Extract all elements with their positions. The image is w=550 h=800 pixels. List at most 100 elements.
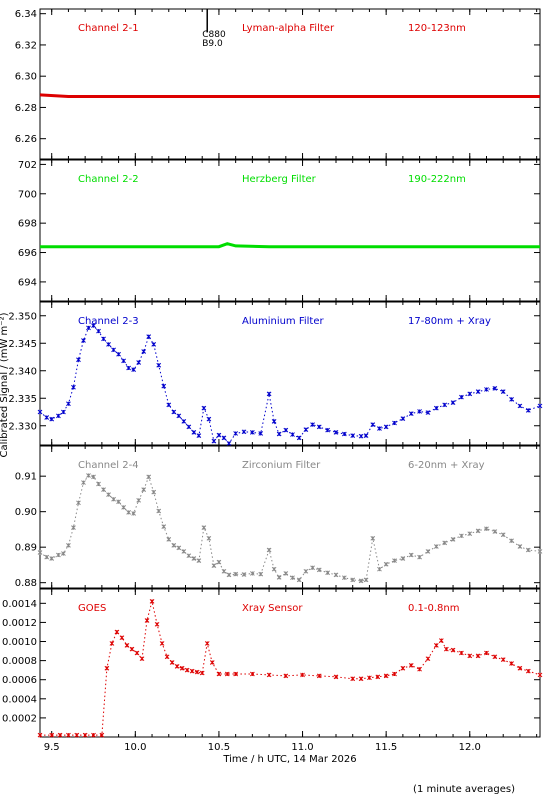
data-point [134, 650, 140, 656]
y-tick-label: 2.340 [8, 366, 37, 377]
data-point [146, 474, 152, 480]
data-point [350, 676, 356, 682]
data-point [221, 435, 227, 441]
y-tick-label: 698 [18, 219, 37, 230]
data-point [383, 561, 389, 567]
data-point [290, 432, 295, 437]
data-point [159, 641, 165, 646]
data-point [169, 660, 175, 665]
panel-label: GOES [78, 603, 106, 614]
data-point [517, 403, 523, 409]
data-point [114, 629, 120, 635]
data-point [136, 497, 142, 503]
data-point [49, 732, 55, 738]
data-point [250, 571, 255, 576]
data-point [325, 427, 330, 433]
data-point [211, 438, 217, 444]
data-point [186, 424, 192, 430]
y-tick-label: 6.28 [15, 103, 37, 114]
data-point [101, 487, 106, 493]
data-point [81, 480, 86, 485]
data-point [525, 668, 531, 674]
data-point [363, 433, 369, 439]
data-point [111, 496, 116, 502]
data-point [375, 674, 381, 680]
data-point [151, 341, 157, 347]
panel-2: 694 696 698 700 702 Channel 2-2 Herzberg Filte… [18, 159, 541, 302]
y-tick-label: 6.34 [15, 9, 37, 20]
data-point [61, 409, 66, 415]
data-point [450, 647, 456, 653]
panel-label: Herzberg Filter [242, 174, 317, 185]
data-point [433, 642, 439, 648]
data-point [276, 574, 282, 580]
data-point [186, 553, 192, 559]
y-tick-label: 702 [18, 160, 37, 171]
data-point [181, 549, 187, 554]
data-point [161, 524, 167, 529]
data-point [86, 473, 91, 478]
data-point [37, 550, 43, 555]
data-point [433, 405, 439, 411]
data-point [250, 429, 255, 435]
data-point [161, 383, 167, 389]
y-tick-label: 6.30 [15, 72, 37, 83]
data-point [241, 572, 247, 577]
data-point [66, 401, 71, 407]
data-point [333, 572, 339, 578]
data-point [91, 323, 96, 329]
data-point [71, 525, 76, 531]
data-point [233, 431, 239, 436]
data-point [56, 413, 61, 419]
data-point [333, 429, 339, 435]
data-point [283, 673, 289, 679]
data-point [283, 427, 289, 433]
data-point [154, 621, 160, 627]
data-point [146, 334, 152, 340]
data-point [106, 492, 111, 497]
data-point [509, 661, 514, 666]
data-point [266, 391, 272, 397]
data-point [96, 481, 101, 487]
data-point [86, 325, 91, 331]
data-point [484, 387, 489, 392]
panel-frame [39, 588, 541, 738]
data-point [467, 391, 473, 397]
data-point [144, 618, 150, 623]
data-point [509, 538, 514, 544]
data-point [310, 565, 315, 571]
y-tick-label: 700 [18, 189, 37, 200]
data-point [500, 657, 506, 663]
data-point [276, 431, 282, 437]
data-point [392, 420, 397, 426]
data-point [433, 544, 439, 549]
data-point [290, 575, 295, 581]
data-point [363, 577, 369, 583]
y-tick-label: 0.89 [15, 543, 37, 554]
data-point [383, 424, 389, 430]
panel-label: Aluminium Filter [242, 316, 325, 327]
y-tick-label: 0.0006 [2, 675, 37, 686]
data-point [131, 511, 136, 516]
data-point [358, 433, 364, 439]
data-point [57, 732, 63, 738]
data-point [196, 558, 202, 564]
data-point [250, 671, 255, 677]
data-point [156, 508, 162, 514]
data-point [350, 433, 356, 439]
data-point [271, 566, 277, 572]
data-point [392, 558, 397, 564]
data-point [181, 418, 187, 424]
data-point [44, 554, 50, 560]
data-point [37, 732, 43, 738]
data-point [91, 732, 96, 738]
data-point [174, 663, 180, 669]
x-tick-label: 10.5 [208, 742, 230, 753]
data-point [49, 416, 55, 422]
data-point [492, 529, 498, 534]
data-point [358, 578, 364, 584]
data-point [484, 650, 489, 656]
data-point [226, 440, 232, 446]
data-point [377, 426, 382, 431]
data-point [201, 405, 207, 411]
